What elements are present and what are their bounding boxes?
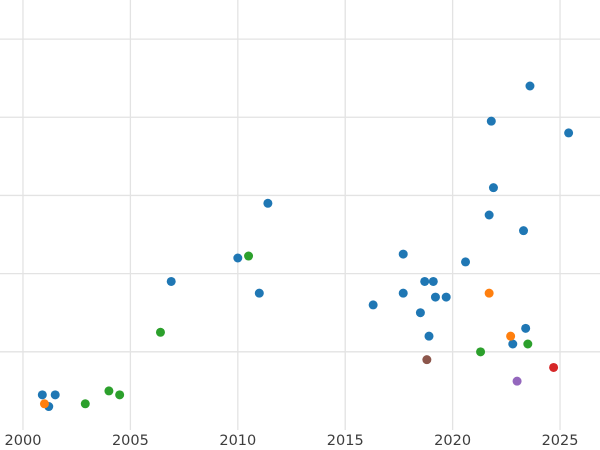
data-point-blue [484,210,494,220]
data-point-orange [506,331,516,341]
x-tick-label: 2025 [542,433,579,449]
data-point-blue [519,226,529,236]
data-point-blue [564,128,574,138]
data-point-purple [512,376,522,386]
data-point-green [155,327,165,337]
data-point-green [115,390,125,400]
data-point-blue [441,292,451,302]
data-point-blue [486,116,496,126]
data-point-green [104,386,114,396]
x-tick-label: 2010 [219,433,256,449]
x-tick-label: 2000 [5,433,42,449]
data-point-blue [430,292,440,302]
data-point-blue [233,253,243,263]
data-point-blue [461,257,471,267]
data-point-green [523,339,533,349]
x-tick-label: 2020 [434,433,471,449]
x-tick-label: 2015 [327,433,364,449]
data-point-blue [398,249,408,259]
data-point-blue [37,390,47,400]
data-point-red [549,362,559,372]
data-point-blue [525,81,535,91]
data-point-green [80,399,90,409]
x-tick-label: 2005 [112,433,149,449]
data-point-green [476,347,486,357]
data-point-blue [521,323,531,333]
data-point-blue [50,390,60,400]
data-point-blue [415,308,425,318]
data-point-orange [484,288,494,298]
data-point-green [244,251,254,261]
data-point-blue [368,300,378,310]
data-point-blue [263,198,273,208]
data-point-blue [398,288,408,298]
data-point-blue [166,276,176,286]
data-point-blue [508,339,518,349]
data-point-blue [420,276,430,286]
data-point-orange [39,399,49,409]
data-point-blue [424,331,434,341]
data-point-blue [428,276,438,286]
data-point-blue [254,288,264,298]
data-point-blue [488,183,498,193]
data-point-brown [422,355,432,365]
